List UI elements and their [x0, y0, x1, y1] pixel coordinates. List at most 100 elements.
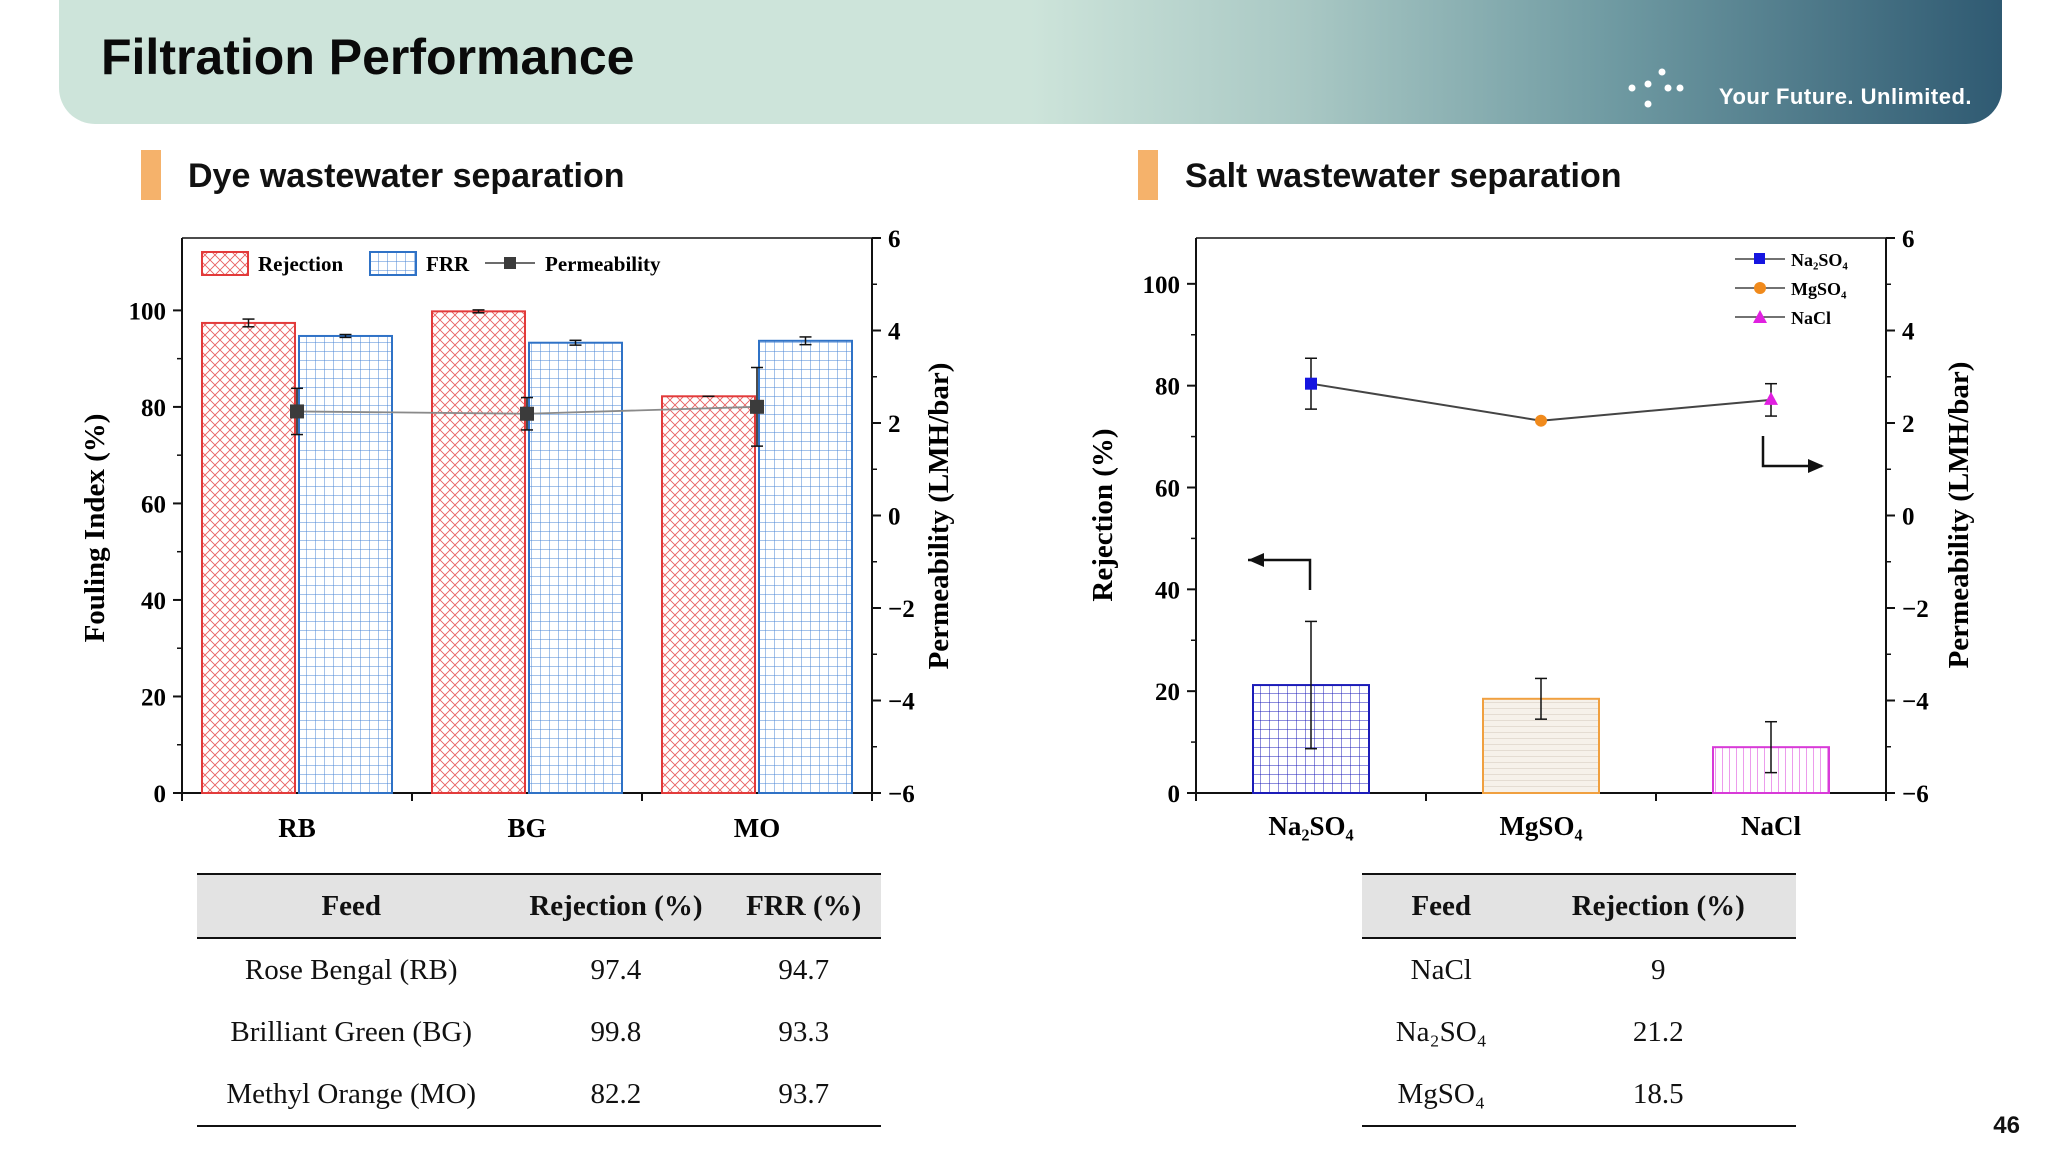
y-tick-label: 20 [1155, 679, 1180, 706]
x-tick-label: MgSO₄ [1499, 811, 1582, 841]
section-accent-right [1138, 150, 1158, 200]
right-axis-arrowhead-icon [1808, 459, 1824, 473]
left-data-table: Feed Rejection (%) FRR (%) Rose Bengal (… [197, 873, 881, 1127]
table-header-row: Feed Rejection (%) [1362, 873, 1796, 939]
table-cell: MgSO₄ [1362, 1063, 1521, 1127]
table-row: Rose Bengal (RB) 97.4 94.7 [197, 938, 881, 1001]
y-tick-label: 20 [141, 684, 166, 711]
table-cell: 82.2 [505, 1063, 727, 1127]
table-header-cell: Feed [1362, 873, 1521, 939]
permeability-point [520, 406, 534, 421]
table-row: Na₂SO₄ 21.2 [1362, 1001, 1796, 1063]
legend-rejection-label: Rejection [258, 252, 343, 276]
permeability-point [1535, 414, 1547, 427]
y2-tick-label: 0 [1902, 504, 1915, 531]
y-tick-label: 60 [1155, 475, 1180, 502]
y-tick-label: 40 [141, 588, 166, 615]
permeability-point [750, 399, 764, 414]
table-row: Brilliant Green (BG) 99.8 93.3 [197, 1001, 881, 1063]
left-axis-arrow-icon [1248, 558, 1312, 590]
table-header-row: Feed Rejection (%) FRR (%) [197, 873, 881, 939]
y-tick-label: 0 [1168, 781, 1181, 808]
y2-tick-label: 4 [888, 319, 901, 346]
table-header-cell: Feed [197, 873, 506, 939]
left-axis-arrowhead-icon [1248, 553, 1264, 567]
y2-tick-label: −4 [1902, 689, 1929, 716]
left-y2label: Permeability (LMH/bar) [923, 363, 955, 670]
right-ylabel: Rejection (%) [1087, 428, 1119, 601]
permeability-point [1764, 391, 1778, 405]
legend-frr-swatch [369, 251, 417, 276]
y2-tick-label: 0 [888, 504, 901, 531]
table-cell: 18.5 [1520, 1063, 1796, 1127]
table-cell: Rose Bengal (RB) [244, 953, 458, 986]
legend-frr-label: FRR [426, 252, 470, 276]
section-accent-left [141, 150, 161, 200]
rejection-bar [661, 395, 756, 794]
y2-tick-label: 6 [888, 226, 901, 253]
table-header-cell: FRR (%) [726, 873, 881, 939]
left-ylabel: Fouling Index (%) [79, 414, 111, 643]
page-title: Filtration Performance [101, 29, 635, 85]
table-cell: 99.8 [590, 1015, 642, 1048]
legend-nacl-marker [1753, 310, 1767, 323]
table-row: NaCl 9 [1362, 938, 1796, 1001]
table-cell: Methyl Orange (MO) [197, 1063, 506, 1127]
table-header-cell: Rejection (%) [505, 873, 727, 939]
table-header-cell: Rejection (%) [1520, 873, 1796, 939]
right-y2label: Permeability (LMH/bar) [1943, 362, 1975, 669]
rejection-bar [201, 321, 296, 794]
y2-tick-label: −2 [1902, 596, 1929, 623]
legend-na2so4-label: Na₂SO₄ [1791, 250, 1848, 270]
permeability-point [290, 404, 304, 419]
y-tick-label: 80 [1155, 374, 1180, 401]
y-tick-label: 100 [1143, 272, 1181, 299]
header-banner [59, 0, 2002, 124]
table-cell: Na₂SO₄ [1395, 1015, 1487, 1048]
y2-tick-label: 4 [1902, 319, 1915, 346]
y2-tick-label: −2 [888, 596, 915, 623]
y-tick-label: 60 [141, 491, 166, 518]
table-cell: 21.2 [1632, 1015, 1684, 1048]
x-tick-label: Na₂SO₄ [1268, 811, 1353, 841]
y2-tick-label: −6 [888, 781, 915, 808]
x-tick-label: RB [278, 813, 316, 843]
x-tick-label: NaCl [1741, 811, 1801, 841]
x-tick-label: MO [734, 813, 781, 843]
right-section-title: Salt wastewater separation [1185, 157, 1622, 195]
table-cell: 93.3 [778, 1015, 830, 1048]
table-cell: 94.7 [778, 953, 830, 986]
right-axis-arrow-icon [1761, 436, 1822, 468]
brand-slogan: Your Future. Unlimited. [1718, 84, 1972, 109]
y-tick-label: 40 [1155, 577, 1180, 604]
frr-bar [758, 339, 853, 794]
y-tick-label: 80 [141, 395, 166, 422]
table-row: Methyl Orange (MO) 82.2 93.7 [197, 1063, 881, 1127]
left-bars [201, 309, 853, 794]
logo-dots-icon [1628, 68, 1684, 108]
x-tick-label: BG [507, 813, 546, 843]
rejection-bar [431, 310, 526, 794]
table-row: MgSO₄ 18.5 [1362, 1063, 1796, 1127]
page-number: 46 [1993, 1112, 2020, 1139]
legend-permeability-marker [504, 257, 516, 269]
legend-na2so4-marker [1754, 253, 1765, 264]
right-bars [1252, 620, 1830, 795]
legend-permeability-label: Permeability [545, 252, 661, 276]
frr-bar [298, 334, 393, 794]
table-cell: 93.7 [726, 1063, 881, 1127]
y2-tick-label: −6 [1902, 781, 1929, 808]
right-permeability-line [1305, 357, 1778, 427]
legend-nacl-label: NaCl [1791, 308, 1831, 328]
table-cell: Brilliant Green (BG) [230, 1015, 473, 1048]
table-cell: 9 [1651, 953, 1666, 986]
y2-tick-label: −4 [888, 689, 915, 716]
legend-mgso4-marker [1754, 282, 1766, 294]
permeability-point [1305, 377, 1317, 390]
y2-tick-label: 2 [1902, 411, 1915, 438]
